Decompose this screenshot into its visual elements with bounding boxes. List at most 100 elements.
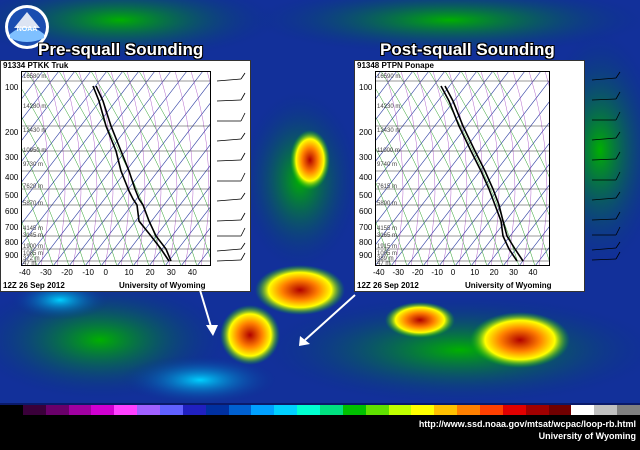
isotherm-line	[21, 71, 108, 184]
isotherm-line	[470, 162, 550, 266]
source-url: http://www.ssd.noaa.gov/mtsat/wcpac/loop…	[418, 419, 636, 429]
color-swatch	[68, 405, 92, 415]
pressure-label: 600	[5, 207, 19, 216]
sounding-date: 12Z 26 Sep 2012	[3, 281, 65, 290]
height-label: 47 m	[23, 261, 37, 267]
wind-barb	[592, 111, 621, 121]
post-squall-heading: Post-squall Sounding	[380, 40, 555, 59]
isotherm-line	[21, 71, 140, 225]
wind-barbs	[591, 71, 621, 261]
moist-adiabat	[464, 71, 484, 266]
moist-adiabat	[432, 71, 452, 266]
pre-arrow	[199, 289, 213, 331]
temperature-tick: 10	[124, 268, 134, 277]
height-label: 389 m	[377, 256, 394, 262]
wind-barb	[217, 172, 246, 182]
plot-frame	[21, 71, 211, 266]
color-swatch	[388, 405, 412, 415]
color-swatch	[297, 405, 321, 415]
moist-adiabat	[62, 71, 82, 266]
wind-barb	[216, 212, 246, 222]
color-swatch	[22, 405, 46, 415]
temperature-tick: -30	[40, 268, 52, 277]
wind-barb	[217, 227, 246, 237]
dry-adiabat	[492, 71, 550, 180]
height-label: 12430 m	[377, 128, 401, 134]
wind-barb	[216, 152, 246, 162]
footer-bar	[0, 415, 640, 450]
isotherm-line	[68, 80, 211, 266]
pressure-label: 200	[359, 128, 373, 137]
height-label: 1900 m	[23, 244, 44, 250]
isotherm-line	[375, 71, 510, 246]
height-label: 47 m	[377, 261, 391, 267]
height-label: 14280 m	[23, 104, 47, 110]
isotherm-line	[375, 71, 462, 184]
wind-barb	[592, 226, 621, 236]
pressure-label: 400	[5, 173, 19, 182]
pressure-label: 900	[5, 251, 19, 260]
color-swatch	[548, 405, 572, 415]
height-label: 7620 m	[23, 184, 44, 190]
sounding-credit: University of Wyoming	[119, 281, 206, 290]
wind-barb	[592, 171, 621, 181]
temperature-tick: -30	[392, 268, 404, 277]
isotherm-line	[21, 71, 60, 121]
pressure-label: 400	[359, 173, 373, 182]
height-label: 4155 m	[377, 226, 398, 232]
moist-adiabat	[142, 71, 162, 266]
pressure-label: 500	[359, 191, 373, 200]
color-swatch	[274, 405, 298, 415]
post-arrow	[304, 294, 356, 341]
moist-adiabat	[158, 71, 178, 266]
color-swatch	[342, 405, 366, 415]
wind-barbs	[216, 72, 246, 262]
isotherm-line	[406, 79, 550, 266]
temperature-tick: -10	[431, 268, 443, 277]
dry-adiabat	[138, 71, 211, 216]
sounding-credit: University of Wyoming	[465, 281, 552, 290]
color-swatch	[457, 405, 481, 415]
pointer-arrows	[199, 289, 356, 346]
wind-barb	[216, 192, 246, 202]
height-label: 1095 m	[377, 251, 398, 257]
post-arrow-head	[299, 336, 310, 346]
isotherm-line	[518, 225, 550, 266]
skewt-diagram	[375, 71, 550, 266]
moist-adiabat	[480, 71, 500, 266]
isotherm-line	[390, 71, 542, 266]
temperature-tick: 40	[528, 268, 538, 277]
color-swatch	[91, 405, 115, 415]
dewpoint-profile	[92, 85, 170, 262]
svg-text:NOAA: NOAA	[17, 26, 38, 33]
color-swatch	[365, 405, 389, 415]
temperature-profile	[444, 85, 524, 262]
temperature-tick: -40	[373, 268, 385, 277]
pre-arrow-head	[206, 325, 218, 336]
temperature-tick: 10	[470, 268, 480, 277]
wind-barb	[591, 251, 621, 261]
dry-adiabat	[476, 71, 550, 218]
color-swatch	[205, 405, 229, 415]
temperature-tick: 0	[450, 268, 456, 277]
color-swatch	[571, 405, 595, 415]
height-label: 3165 m	[377, 233, 398, 239]
height-label: 14230 m	[377, 104, 401, 110]
isotherm-line	[21, 71, 92, 163]
isotherm-line	[21, 71, 124, 205]
height-label: 7615 m	[377, 184, 398, 190]
isotherm-line	[375, 71, 494, 225]
height-label: 9740 m	[377, 162, 398, 168]
moist-adiabat	[94, 71, 114, 266]
wind-barb	[591, 71, 621, 81]
temperature-tick: 20	[489, 268, 499, 277]
plot-frame	[375, 71, 550, 266]
moist-adiabat	[512, 71, 532, 266]
height-label: 1915 m	[377, 244, 398, 250]
isotherm-line	[100, 122, 211, 266]
color-swatch	[182, 405, 206, 415]
moist-adiabat	[448, 71, 468, 266]
pressure-label: 900	[359, 251, 373, 260]
temperature-tick: -20	[411, 268, 424, 277]
station-label: 91348 PTPN Ponape	[357, 61, 434, 70]
